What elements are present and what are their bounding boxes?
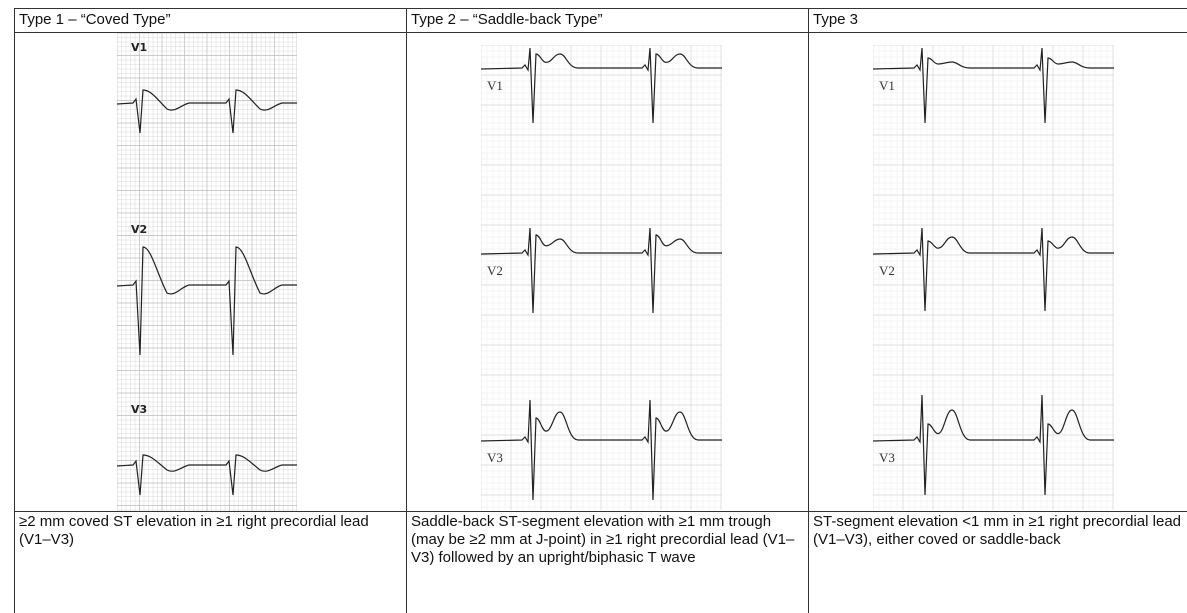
- ecg-image: V1 V2 V3: [873, 45, 1114, 510]
- lead-label: V2: [879, 263, 895, 278]
- ecg-image: V1 V2 V3: [117, 33, 297, 511]
- brugada-table: Type 1 – “Coved Type” Type 2 – “Saddle-b…: [14, 8, 1187, 613]
- description-cell: ST-segment elevation <1 mm in ≥1 right p…: [809, 512, 1187, 613]
- header-cell: Type 3: [809, 9, 1187, 33]
- image-cell: V1 V2 V3: [15, 33, 407, 512]
- page: Type 1 – “Coved Type” Type 2 – “Saddle-b…: [0, 0, 1187, 610]
- lead-label: V3: [487, 450, 503, 465]
- lead-label: V2: [487, 263, 503, 278]
- image-row: V1 V2 V3 V1 V2 V3 V1 V2 V3: [15, 33, 1187, 512]
- description-row: ≥2 mm coved ST elevation in ≥1 right pre…: [15, 512, 1187, 613]
- lead-label: V1: [879, 78, 895, 93]
- description-cell: Saddle-back ST-segment elevation with ≥1…: [407, 512, 809, 613]
- image-cell: V1 V2 V3: [809, 33, 1187, 512]
- lead-label: V1: [131, 41, 147, 54]
- lead-label: V1: [487, 78, 503, 93]
- image-cell: V1 V2 V3: [407, 33, 809, 512]
- ecg-image: V1 V2 V3: [481, 45, 722, 510]
- lead-label: V3: [879, 450, 895, 465]
- lead-label: V3: [131, 403, 147, 416]
- lead-label: V2: [131, 223, 147, 236]
- header-cell: Type 1 – “Coved Type”: [15, 9, 407, 33]
- header-row: Type 1 – “Coved Type” Type 2 – “Saddle-b…: [15, 9, 1187, 33]
- header-cell: Type 2 – “Saddle-back Type”: [407, 9, 809, 33]
- description-cell: ≥2 mm coved ST elevation in ≥1 right pre…: [15, 512, 407, 613]
